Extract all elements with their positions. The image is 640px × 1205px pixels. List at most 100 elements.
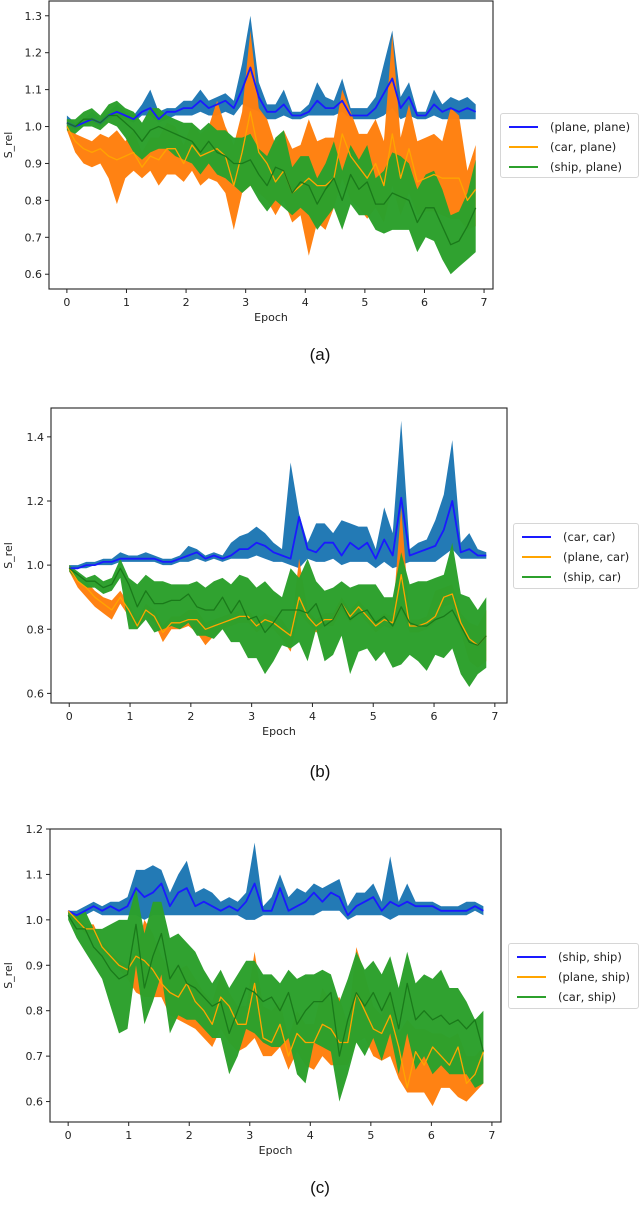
legend-item: (car, ship) <box>517 987 632 1007</box>
plot-area <box>66 15 477 275</box>
x-tick-label: 3 <box>242 296 249 309</box>
x-tick-label: 4 <box>307 1129 314 1142</box>
mean-line-series-2 <box>67 914 485 1057</box>
mean-line-series-0 <box>66 66 477 128</box>
x-tick-label: 3 <box>248 710 255 723</box>
legend-label: (car, ship) <box>558 990 617 1004</box>
mean-line-series-2 <box>66 114 477 246</box>
band-series-2 <box>66 100 476 275</box>
legend-b: (car, car) (plane, car) (ship, car) <box>513 523 639 589</box>
legend-label: (ship, plane) <box>550 160 622 174</box>
legend-item: (ship, plane) <box>509 157 632 177</box>
y-tick-label: 1.4 <box>27 431 45 444</box>
legend-line-icon <box>509 166 538 168</box>
x-tick-label: 5 <box>367 1129 374 1142</box>
x-tick-label: 2 <box>187 710 194 723</box>
x-tick-label: 7 <box>481 296 488 309</box>
y-tick-label: 1.0 <box>27 559 45 572</box>
x-tick-label: 0 <box>65 1129 72 1142</box>
legend-c: (ship, ship) (plane, ship) (car, ship) <box>508 943 639 1009</box>
legend-label: (ship, car) <box>563 570 622 584</box>
x-tick-label: 7 <box>488 1129 495 1142</box>
x-tick-label: 5 <box>370 710 377 723</box>
legend-label: (ship, ship) <box>558 950 622 964</box>
x-tick-label: 4 <box>309 710 316 723</box>
y-axis-label: S_rel <box>2 962 15 989</box>
band-series-0 <box>69 420 487 569</box>
legend-line-icon <box>522 556 551 558</box>
legend-item: (ship, ship) <box>517 947 632 967</box>
legend-label: (car, car) <box>563 530 616 544</box>
y-tick-label: 0.6 <box>26 1096 44 1109</box>
x-tick-label: 3 <box>246 1129 253 1142</box>
x-tick-label: 6 <box>421 296 428 309</box>
mean-line-series-1 <box>67 910 485 1089</box>
axes-frame <box>49 828 502 1123</box>
y-tick-label: 0.6 <box>27 687 45 700</box>
plot-area <box>67 842 485 1107</box>
x-axis-label: Epoch <box>259 1144 293 1157</box>
legend-item: (plane, plane) <box>509 117 632 137</box>
y-tick-label: 0.9 <box>25 157 43 170</box>
x-tick-label: 0 <box>66 710 73 723</box>
caption-a: (a) <box>309 345 331 364</box>
y-tick-label: 1.2 <box>27 495 45 508</box>
y-tick-label: 0.9 <box>26 959 44 972</box>
y-tick-label: 0.7 <box>25 231 43 244</box>
mean-line-series-0 <box>67 882 484 917</box>
y-tick-label: 1.1 <box>26 868 44 881</box>
legend-line-icon <box>517 976 546 978</box>
legend-line-icon <box>522 536 551 538</box>
x-tick-label: 1 <box>127 710 134 723</box>
axes-frame <box>48 0 494 290</box>
x-tick-label: 2 <box>186 1129 193 1142</box>
x-tick-label: 4 <box>302 296 309 309</box>
legend-label: (plane, ship) <box>558 970 630 984</box>
axes-frame <box>50 407 508 704</box>
y-tick-label: 1.2 <box>25 47 43 60</box>
legend-line-icon <box>517 996 546 998</box>
y-tick-label: 0.6 <box>25 268 43 281</box>
y-tick-label: 0.7 <box>26 1050 44 1063</box>
y-axis-label: S_rel <box>2 132 15 159</box>
legend-line-icon <box>509 126 538 128</box>
x-axis-label: Epoch <box>254 311 288 324</box>
y-tick-label: 1.0 <box>26 914 44 927</box>
legend-item: (ship, car) <box>522 567 632 587</box>
y-tick-label: 0.8 <box>26 1005 44 1018</box>
y-tick-label: 1.1 <box>25 84 43 97</box>
legend-a: (plane, plane) (car, plane) (ship, plane) <box>500 113 639 178</box>
legend-line-icon <box>509 146 538 148</box>
x-tick-label: 5 <box>361 296 368 309</box>
y-tick-label: 1.0 <box>25 121 43 134</box>
x-tick-label: 7 <box>491 710 498 723</box>
legend-line-icon <box>517 956 546 958</box>
legend-label: (plane, car) <box>563 550 630 564</box>
x-tick-label: 0 <box>63 296 70 309</box>
mean-line-series-0 <box>69 496 487 570</box>
y-tick-label: 0.8 <box>27 623 45 636</box>
x-tick-label: 1 <box>123 296 130 309</box>
legend-item: (car, plane) <box>509 137 632 157</box>
legend-item: (plane, ship) <box>517 967 632 987</box>
band-series-2 <box>69 542 487 687</box>
caption-b: (b) <box>309 762 331 781</box>
band-series-2 <box>68 888 484 1102</box>
x-tick-label: 6 <box>431 710 438 723</box>
x-tick-label: 2 <box>183 296 190 309</box>
y-tick-label: 0.8 <box>25 194 43 207</box>
caption-c: (c) <box>310 1178 330 1197</box>
y-tick-label: 1.2 <box>26 823 44 836</box>
mean-line-series-1 <box>66 111 477 202</box>
x-tick-label: 6 <box>428 1129 435 1142</box>
plot-area <box>68 420 487 687</box>
band-series-0 <box>68 842 484 920</box>
x-tick-label: 1 <box>125 1129 132 1142</box>
legend-label: (plane, plane) <box>550 120 631 134</box>
legend-line-icon <box>522 576 551 578</box>
x-axis-label: Epoch <box>262 725 296 738</box>
legend-item: (plane, car) <box>522 547 632 567</box>
